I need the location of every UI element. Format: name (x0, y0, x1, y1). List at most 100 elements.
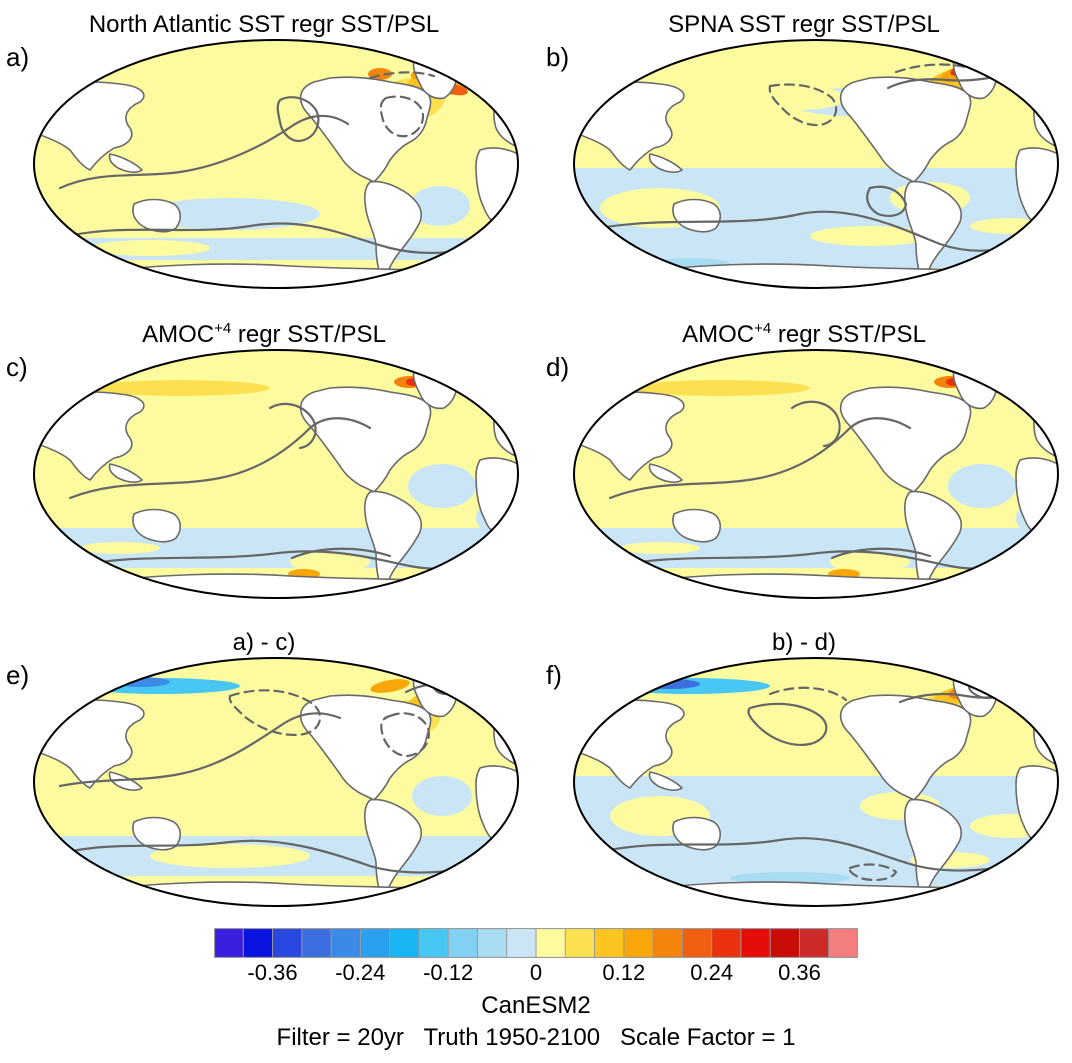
panel-letter: c) (6, 352, 28, 382)
psl-contour-positive (58, 114, 350, 190)
colorbar-swatch (623, 928, 654, 958)
psl-contour-negative (768, 686, 848, 702)
map-border (32, 657, 520, 907)
panel-title: North Atlantic SST regr SST/PSL (88, 11, 440, 38)
colorbar-swatch (418, 928, 449, 958)
map-border (572, 39, 1060, 289)
sst-anomaly (80, 542, 160, 554)
psl-contour-positive (830, 547, 932, 560)
world-map (32, 657, 520, 907)
psl-contour-positive (790, 400, 841, 448)
panel-d: AMOC+4 regr SST/PSL d) (540, 310, 1068, 600)
colorbar-swatch (828, 928, 858, 958)
colorbar-swatch (506, 928, 537, 958)
southeast-asia-landmass (108, 153, 143, 173)
colorbar-swatch (799, 928, 830, 958)
sst-anomaly (448, 678, 472, 694)
psl-contour-negative (768, 83, 838, 127)
sst-anomaly (290, 552, 370, 572)
colorbar-tick-label: 0.36 (778, 960, 821, 985)
colorbar-swatch (740, 928, 771, 958)
sst-anomaly (412, 776, 472, 816)
sst-anomaly (90, 380, 270, 396)
map-content (33, 349, 519, 599)
model-name: CanESM2 (481, 992, 591, 1019)
psl-contour-negative (379, 95, 425, 138)
north-america-landmass (839, 386, 972, 493)
psl-contour-positive (276, 96, 320, 142)
sst-anomaly (370, 679, 410, 693)
panel-f: b) - d) f) (540, 618, 1068, 908)
south-america-landmass (904, 798, 963, 899)
psl-contour-positive (866, 185, 908, 217)
panel-c: AMOC+4 regr SST/PSL c) (0, 310, 528, 600)
sst-anomaly (140, 198, 320, 230)
panel-letter: b) (546, 42, 570, 72)
map-content (573, 657, 1059, 907)
map-border (32, 39, 520, 289)
world-map (572, 349, 1060, 599)
panel-letter: a) (6, 42, 30, 72)
sst-anomaly (90, 240, 210, 256)
south-america-landmass (904, 180, 963, 281)
psl-contour-positive (747, 702, 828, 746)
panel-e: a) - c) e) (0, 618, 528, 908)
australia-landmass (132, 508, 182, 543)
north-america-landmass (839, 694, 972, 801)
psl-contour-positive (68, 417, 372, 500)
sst-anomaly (988, 676, 1012, 692)
panel-letter: d) (546, 352, 570, 382)
panel-letter: f) (546, 660, 562, 690)
world-map (572, 39, 1060, 289)
colorbar-tick-label: 0.24 (690, 960, 734, 985)
colorbar-swatch (477, 928, 508, 958)
sst-anomaly (630, 380, 810, 396)
colorbar-tick-label: -0.36 (247, 960, 298, 985)
panel-a: North Atlantic SST regr SST/PSL a) (0, 0, 528, 290)
southeast-asia-landmass (108, 463, 143, 483)
colorbar-swatch (301, 928, 332, 958)
sst-anomaly (150, 844, 310, 868)
sst-anomaly (810, 226, 930, 246)
colorbar-tick-label: 0.12 (602, 960, 646, 985)
panel-title: AMOC+4 regr SST/PSL (682, 320, 926, 348)
colorbar-tick-label: 0 (529, 960, 543, 985)
sst-anomaly (66, 372, 94, 380)
panel-letter: e) (6, 660, 30, 690)
sst-anomaly (948, 464, 1016, 508)
psl-contour-negative (368, 71, 436, 80)
colorbar-swatch (389, 928, 420, 958)
map-border (32, 349, 520, 599)
sst-anomaly (606, 372, 634, 380)
sst-anomaly (970, 218, 1050, 234)
colorbar-labels: -0.36 -0.24 -0.12 0 0.12 0.24 0.36 (214, 960, 858, 988)
sst-anomaly (410, 186, 470, 226)
sst-anomaly (408, 464, 476, 508)
colorbar-swatch (565, 928, 595, 958)
sst-anomaly (455, 683, 465, 689)
psl-contour-positive (58, 712, 342, 788)
psl-contour-positive (58, 839, 512, 874)
colorbar-swatch (272, 928, 303, 958)
panel-title: AMOC+4 regr SST/PSL (142, 320, 386, 348)
colorbar-swatch (214, 928, 244, 958)
sst-anomaly (730, 872, 850, 884)
colorbar-swatch (536, 928, 566, 958)
figure-footer: Filter = 20yr Truth 1950-2100 Scale Fact… (276, 1024, 796, 1051)
panel-title: b) - d) (771, 629, 836, 656)
panel-b: SPNA SST regr SST/PSL b) (540, 0, 1068, 290)
north-america-landmass (299, 76, 432, 183)
australia-landmass (672, 816, 722, 851)
australia-landmass (132, 198, 182, 233)
panel-title: SPNA SST regr SST/PSL (668, 11, 940, 38)
colorbar-border (214, 928, 858, 958)
north-america-landmass (299, 694, 432, 801)
southeast-asia-landmass (648, 771, 683, 791)
south-america-landmass (904, 490, 963, 591)
world-map (32, 349, 520, 599)
colorbar-tick-label: -0.24 (335, 960, 386, 985)
psl-contour-positive (268, 402, 317, 450)
map-border (572, 657, 1060, 907)
sst-anomaly (995, 681, 1005, 687)
psl-contour-positive (598, 837, 1052, 872)
